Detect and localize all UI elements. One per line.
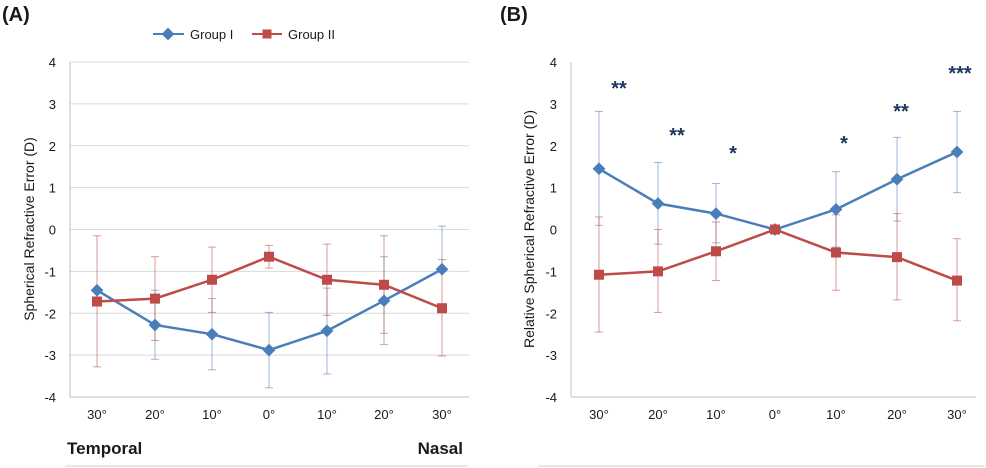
panel-a-marker-group-ii [264,251,274,262]
panel-a-marker-group-i [90,283,104,297]
panel-b-y-tick-label: -2 [545,306,557,321]
panel-a-marker-group-i [435,262,449,276]
significance-star: ** [893,101,909,123]
panel-a-x-tick-label: 0° [263,407,275,422]
panel-a-marker-group-ii [150,293,160,304]
panel-b-x-tick-label: 0° [769,407,781,422]
panel-a-marker-group-i [148,318,162,332]
panel-b-x-tick-label: 20° [648,407,668,422]
panel-b-x-tick-label: 20° [887,407,907,422]
legend-group-i-marker [161,27,175,41]
panel-b-marker-group-ii [892,252,902,263]
panel-a-marker-group-i [320,324,334,338]
panel-b-x-tick-label: 30° [589,407,609,422]
panel-a-x-tick-label: 30° [87,407,107,422]
panel-a-y-tick-label: 0 [49,223,56,238]
panel-a-y-tick-label: -1 [44,264,56,279]
panel-b-y-tick-label: 2 [550,139,557,154]
panel-b-y-tick-label: -4 [545,390,557,405]
panel-a-x-tick-labels: 30° 20° 10° 0° 10° 20° 30° [87,407,452,422]
panel-b-y-tick-label: 3 [550,97,557,112]
panel-b-x-tick-label: 30° [947,407,967,422]
panel-a-marker-group-ii [207,274,217,285]
significance-star: *** [948,63,972,85]
panel-b-y-tick-label: 1 [550,181,557,196]
panel-a-y-tick-label: -4 [44,390,56,405]
panel-a-marker-group-ii [322,274,332,285]
panel-a-y-tick-label: 4 [49,55,56,70]
panel-a-y-tick-label: 3 [49,97,56,112]
panel-a-y-tick-labels: 4 3 2 1 0 -1 -2 -3 -4 [44,55,56,405]
panel-a-x-tick-label: 20° [145,407,165,422]
nasal-label: Nasal [418,439,463,458]
panel-b-x-tick-label: 10° [826,407,846,422]
panel-a-y-tick-label: -3 [44,348,56,363]
significance-star: * [729,143,737,165]
panel-a-x-tick-label: 10° [202,407,222,422]
panel-b-y-tick-label: 0 [550,223,557,238]
panel-a-y-tick-label: 2 [49,139,56,154]
legend: Group I Group II [153,27,335,42]
panel-b-marker-group-ii [952,275,962,286]
panel-b-y-tick-label: 4 [550,55,557,70]
significance-star: ** [611,78,627,100]
panel-b-y-axis-title: Relative Spherical Refractive Error (D) [521,110,537,348]
panel-b-y-tick-label: -3 [545,348,557,363]
temporal-label: Temporal [67,439,142,458]
panel-a-marker-group-i [377,294,391,308]
panel-a-marker-group-ii [92,296,102,307]
panel-a-y-tick-label: 1 [49,181,56,196]
panel-b-marker-group-ii [653,266,663,277]
panel-a-x-tick-label: 20° [374,407,394,422]
panel-a-x-tick-label: 30° [432,407,452,422]
panel-a-marker-group-ii [379,279,389,290]
panel-a-marker-group-ii [437,303,447,314]
panel-b-x-tick-label: 10° [706,407,726,422]
panel-b-marker-group-ii [594,269,604,280]
panel-a-x-tick-label: 10° [317,407,337,422]
panel-a-marker-group-i [205,327,219,341]
panel-b-significance-stars: ***** ****** [611,63,972,165]
panel-b-marker-group-ii [770,224,780,235]
panel-b-label: (B) [500,4,528,26]
panel-a-markers [90,251,449,357]
panel-b-x-tick-labels: 30° 20° 10° 0° 10° 20° 30° [589,407,967,422]
panel-a-y-tick-label: -2 [44,306,56,321]
legend-group-ii-label: Group II [288,27,335,42]
panel-b-marker-group-ii [711,246,721,257]
panel-a-label: (A) [2,4,30,26]
panel-a-marker-group-i [262,343,276,357]
legend-group-i-label: Group I [190,27,233,42]
legend-group-ii-marker [262,29,272,39]
panel-a-y-axis-title: Spherical Refractive Error (D) [21,137,37,321]
significance-star: ** [669,125,685,147]
panel-b-marker-group-ii [831,247,841,258]
panel-b-y-tick-labels: 4 3 2 1 0 -1 -2 -3 -4 [545,55,557,405]
panel-a-chart: 4 3 2 1 0 -1 -2 -3 -4 30° 20° 10° 0° 10° 20° 30° Spher… [21,55,469,458]
significance-star: * [840,133,848,155]
panel-b-y-tick-label: -1 [545,264,557,279]
